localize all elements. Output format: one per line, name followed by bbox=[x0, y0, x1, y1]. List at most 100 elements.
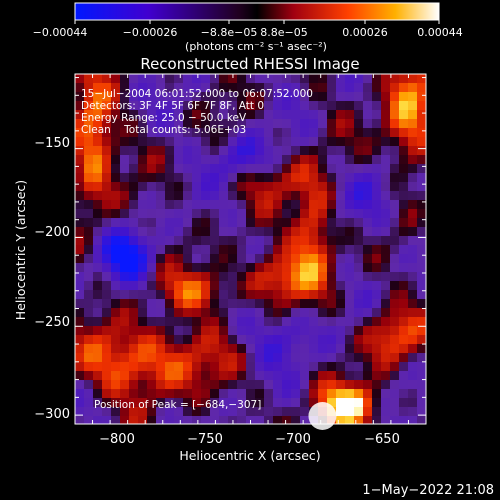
heatmap-cell bbox=[246, 146, 255, 155]
heatmap-cell bbox=[228, 173, 237, 182]
heatmap-cell bbox=[300, 389, 309, 398]
heatmap-cell bbox=[372, 173, 381, 182]
heatmap-cell bbox=[408, 119, 417, 128]
heatmap-cell bbox=[309, 272, 318, 281]
heatmap-cell bbox=[273, 353, 282, 362]
heatmap-cell bbox=[363, 380, 372, 389]
heatmap-cell bbox=[219, 227, 228, 236]
heatmap-cell bbox=[372, 182, 381, 191]
heatmap-cell bbox=[345, 128, 354, 137]
heatmap-cell bbox=[381, 101, 390, 110]
heatmap-cell bbox=[210, 83, 219, 92]
heatmap-cell bbox=[129, 326, 138, 335]
heatmap-cell bbox=[183, 245, 192, 254]
heatmap-cell bbox=[246, 227, 255, 236]
heatmap-cell bbox=[147, 164, 156, 173]
heatmap-cell bbox=[300, 317, 309, 326]
heatmap-cell bbox=[93, 191, 102, 200]
heatmap-cell bbox=[192, 407, 201, 416]
heatmap-cell bbox=[273, 137, 282, 146]
heatmap-cell bbox=[93, 155, 102, 164]
heatmap-cell bbox=[372, 380, 381, 389]
heatmap-cell bbox=[327, 155, 336, 164]
heatmap-cell bbox=[111, 416, 120, 424]
heatmap-cell bbox=[147, 371, 156, 380]
heatmap-cell bbox=[408, 191, 417, 200]
heatmap-cell bbox=[210, 146, 219, 155]
heatmap-cell bbox=[120, 371, 129, 380]
heatmap-cell bbox=[318, 263, 327, 272]
heatmap-cell bbox=[354, 281, 363, 290]
heatmap-cell bbox=[309, 380, 318, 389]
heatmap-cell bbox=[237, 299, 246, 308]
heatmap-cell bbox=[237, 371, 246, 380]
heatmap-cell bbox=[255, 254, 264, 263]
heatmap-cell bbox=[273, 164, 282, 173]
heatmap-cell bbox=[93, 119, 102, 128]
heatmap-cell bbox=[246, 308, 255, 317]
heatmap-cell bbox=[327, 326, 336, 335]
heatmap-cell bbox=[381, 164, 390, 173]
heatmap-cell bbox=[372, 119, 381, 128]
heatmap-cell bbox=[201, 371, 210, 380]
heatmap-cell bbox=[237, 326, 246, 335]
heatmap-cell bbox=[93, 326, 102, 335]
heatmap-cell bbox=[345, 317, 354, 326]
heatmap-cell bbox=[120, 317, 129, 326]
heatmap-cell bbox=[210, 200, 219, 209]
heatmap-cell bbox=[390, 119, 399, 128]
heatmap-cell bbox=[165, 326, 174, 335]
heatmap-cell bbox=[417, 317, 426, 326]
heatmap-cell bbox=[147, 407, 156, 416]
heatmap-cell bbox=[408, 371, 417, 380]
heatmap-cell bbox=[372, 101, 381, 110]
heatmap-cell bbox=[201, 317, 210, 326]
heatmap-cell bbox=[138, 218, 147, 227]
heatmap-cell bbox=[255, 371, 264, 380]
heatmap-cell bbox=[372, 74, 381, 83]
heatmap-cell bbox=[201, 218, 210, 227]
heatmap-cell bbox=[336, 164, 345, 173]
heatmap-cell bbox=[264, 164, 273, 173]
heatmap-cell bbox=[390, 389, 399, 398]
heatmap-cell bbox=[336, 380, 345, 389]
heatmap-cell bbox=[102, 344, 111, 353]
heatmap-cell bbox=[282, 137, 291, 146]
heatmap-cell bbox=[219, 389, 228, 398]
heatmap-cell bbox=[300, 191, 309, 200]
heatmap-cell bbox=[192, 146, 201, 155]
heatmap-cell bbox=[327, 119, 336, 128]
heatmap-cell bbox=[210, 209, 219, 218]
heatmap-cell bbox=[138, 281, 147, 290]
heatmap-cell bbox=[201, 209, 210, 218]
heatmap-cell bbox=[381, 200, 390, 209]
heatmap-cell bbox=[147, 254, 156, 263]
heatmap-cell bbox=[165, 317, 174, 326]
heatmap-cell bbox=[219, 281, 228, 290]
heatmap-cell bbox=[210, 389, 219, 398]
heatmap-cell bbox=[417, 389, 426, 398]
heatmap-cell bbox=[192, 290, 201, 299]
heatmap-cell bbox=[381, 137, 390, 146]
heatmap-cell bbox=[408, 344, 417, 353]
heatmap-cell bbox=[93, 200, 102, 209]
heatmap-cell bbox=[129, 200, 138, 209]
heatmap-cell bbox=[291, 155, 300, 164]
heatmap-cell bbox=[129, 74, 138, 83]
heatmap-cell bbox=[102, 218, 111, 227]
heatmap-cell bbox=[75, 155, 84, 164]
heatmap-cell bbox=[300, 164, 309, 173]
heatmap-cell bbox=[102, 362, 111, 371]
heatmap-cell bbox=[282, 299, 291, 308]
heatmap-cell bbox=[408, 218, 417, 227]
heatmap-cell bbox=[354, 128, 363, 137]
heatmap-cell bbox=[363, 407, 372, 416]
heatmap-cell bbox=[345, 164, 354, 173]
heatmap-cell bbox=[282, 344, 291, 353]
heatmap-cell bbox=[264, 173, 273, 182]
heatmap-cell bbox=[354, 245, 363, 254]
heatmap-cell bbox=[75, 326, 84, 335]
heatmap-cell bbox=[282, 317, 291, 326]
heatmap-cell bbox=[147, 272, 156, 281]
heatmap-cell bbox=[417, 200, 426, 209]
